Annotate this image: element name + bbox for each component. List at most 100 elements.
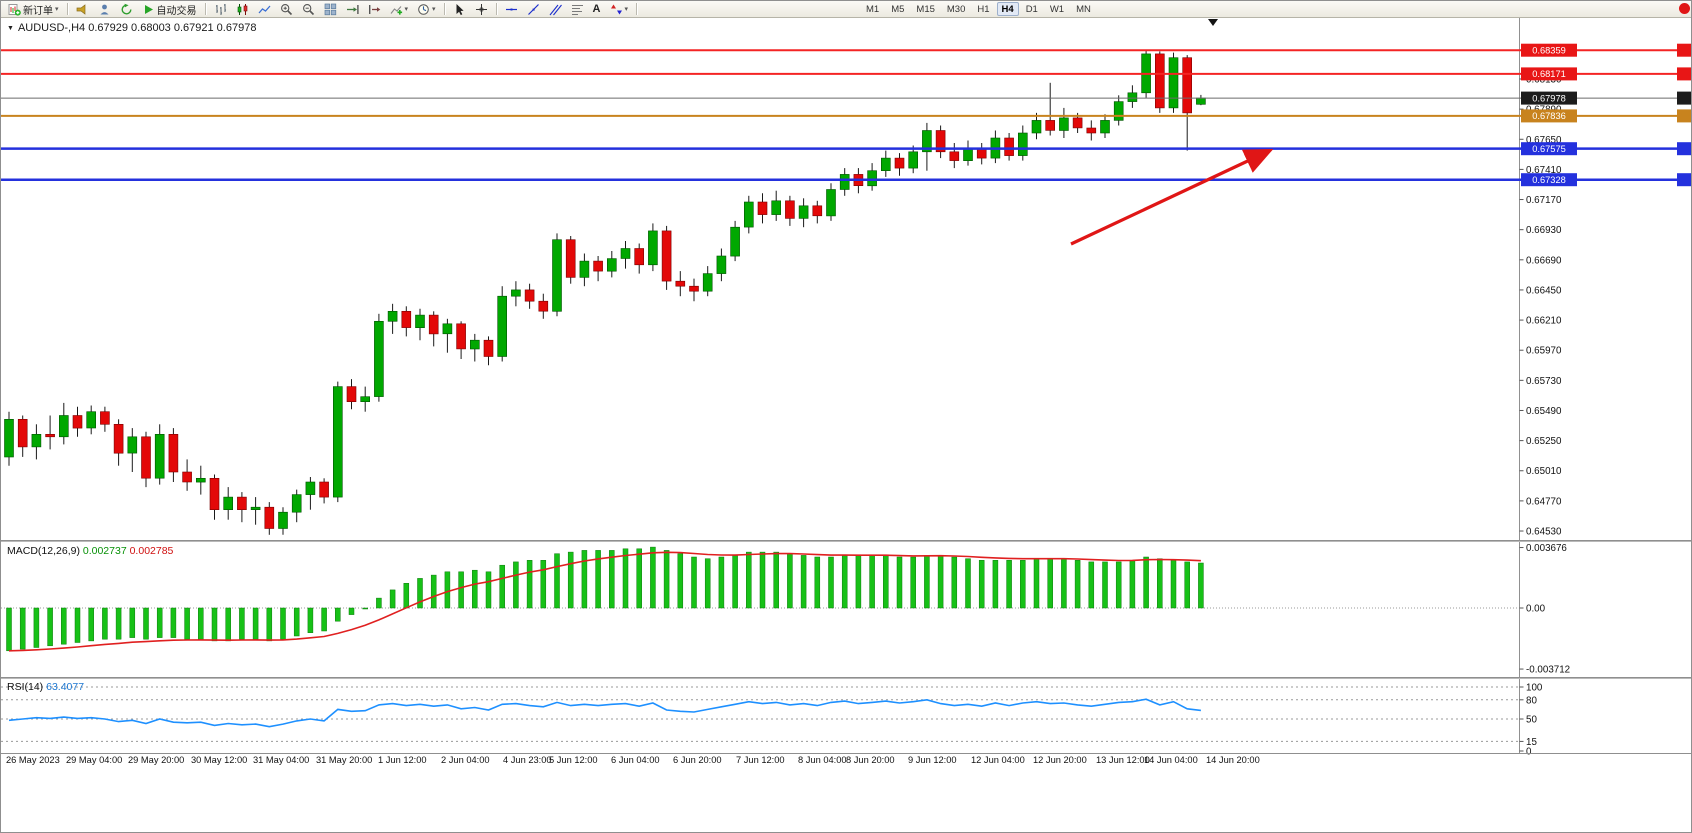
crosshair-tool-button[interactable] <box>471 2 492 17</box>
periods-button[interactable]: ▾ <box>413 2 440 17</box>
zoom-out-button[interactable] <box>298 2 319 17</box>
svg-text:0.67836: 0.67836 <box>1532 111 1566 121</box>
line-chart-mode-button[interactable] <box>254 2 275 17</box>
zoom-in-icon <box>280 3 292 15</box>
time-label: 14 Jun 04:00 <box>1144 755 1198 765</box>
candlestick-chart: 0.681300.678900.676500.674100.671700.669… <box>1 18 1691 540</box>
panel-splitter[interactable] <box>1 540 1691 542</box>
toolbar-separator <box>636 3 638 15</box>
time-label: 5 Jun 12:00 <box>549 755 598 765</box>
toolbar-separator <box>443 3 445 15</box>
auto-scroll-icon <box>346 4 359 14</box>
bar-chart-mode-button[interactable] <box>210 2 231 17</box>
new-order-button[interactable]: 新订单 ▾ <box>4 2 63 17</box>
time-label: 6 Jun 04:00 <box>611 755 660 765</box>
time-label: 9 Jun 12:00 <box>908 755 957 765</box>
channel-tool-button[interactable] <box>545 2 566 17</box>
time-label: 12 Jun 04:00 <box>971 755 1025 765</box>
new-order-icon <box>8 3 21 16</box>
svg-text:0.00: 0.00 <box>1526 604 1546 615</box>
svg-text:0.66450: 0.66450 <box>1526 285 1562 296</box>
chevron-down-icon: ▾ <box>432 5 436 13</box>
fibonacci-tool-button[interactable] <box>567 2 588 17</box>
chart-caption: ▼ AUDUSD-,H4 0.67929 0.68003 0.67921 0.6… <box>7 22 256 34</box>
window-menu-icon: ▼ <box>7 24 14 32</box>
text-tool-button[interactable]: A <box>589 2 605 17</box>
rsi-label: RSI(14) 63.4077 <box>7 681 84 693</box>
chart-title: AUDUSD-,H4 0.67929 0.68003 0.67921 0.679… <box>17 22 257 34</box>
svg-text:0.68171: 0.68171 <box>1532 69 1566 79</box>
toolbar-separator <box>66 3 68 15</box>
zoom-out-icon <box>302 3 314 15</box>
svg-text:0.68359: 0.68359 <box>1532 46 1566 56</box>
time-label: 8 Jun 20:00 <box>846 755 895 765</box>
time-label: 6 Jun 20:00 <box>673 755 722 765</box>
timeframe-m1-button[interactable]: M1 <box>866 3 880 15</box>
play-icon <box>144 4 153 14</box>
chart-shift-icon <box>368 4 380 14</box>
macd-name: MACD(12,26,9) <box>7 545 80 557</box>
macd-main-value: 0.002737 <box>82 545 127 557</box>
time-label: 29 May 04:00 <box>66 755 123 765</box>
svg-text:0.67978: 0.67978 <box>1532 93 1566 103</box>
profile-icon <box>100 4 109 14</box>
svg-text:0.67328: 0.67328 <box>1532 175 1566 185</box>
trendline-icon <box>527 3 539 15</box>
time-label: 26 May 2023 <box>6 755 60 765</box>
bar-chart-icon <box>215 3 226 15</box>
svg-text:80: 80 <box>1526 695 1537 706</box>
channel-icon <box>549 4 562 15</box>
candlestick-icon <box>237 3 247 15</box>
hline-tool-button[interactable] <box>501 2 522 17</box>
timeframe-m30-button[interactable]: M30 <box>946 3 966 15</box>
auto-scroll-button[interactable] <box>342 2 363 17</box>
timeframe-w1-button[interactable]: W1 <box>1049 3 1065 15</box>
notification-dot[interactable] <box>1679 3 1690 14</box>
svg-text:0.67650: 0.67650 <box>1526 135 1562 146</box>
refresh-button[interactable] <box>116 2 137 17</box>
time-axis-border <box>1 753 1691 754</box>
cursor-tool-button[interactable] <box>449 2 470 17</box>
timeframe-m15-button[interactable]: M15 <box>916 3 935 15</box>
indicators-button[interactable]: ▾ <box>386 2 413 17</box>
time-label: 12 Jun 20:00 <box>1033 755 1087 765</box>
time-label: 29 May 20:00 <box>128 755 185 765</box>
time-axis[interactable]: 26 May 2023 29 May 04:00 29 May 20:00 30 Ma… <box>1 754 1691 769</box>
chevron-down-icon: ▾ <box>404 5 409 13</box>
arrows-tool-button[interactable]: ▾ <box>606 2 633 17</box>
trendline-tool-button[interactable] <box>523 2 544 17</box>
timeframe-m5-button[interactable]: M5 <box>891 3 905 15</box>
rsi-value: 63.4077 <box>46 681 85 693</box>
arrows-shapes-icon <box>610 4 622 14</box>
time-label: 14 Jun 20:00 <box>1206 755 1260 765</box>
svg-text:0: 0 <box>1526 747 1532 758</box>
time-label: 4 Jun 23:00 <box>503 755 552 765</box>
panel-splitter[interactable] <box>1 677 1691 679</box>
chevron-down-icon: ▾ <box>624 5 629 13</box>
line-chart-icon <box>258 5 270 13</box>
timeframe-h1-button[interactable]: H1 <box>977 3 990 15</box>
main-toolbar: 新订单 ▾ 自动交易 <box>1 1 1691 18</box>
zoom-in-button[interactable] <box>276 2 297 17</box>
horn-icon <box>76 3 85 15</box>
alerts-button[interactable] <box>72 2 93 17</box>
svg-text:0.64530: 0.64530 <box>1526 527 1562 538</box>
autotrade-button[interactable]: 自动交易 <box>138 2 201 17</box>
down-triangle-marker <box>1208 19 1218 26</box>
timeframe-d1-button[interactable]: D1 <box>1025 3 1038 15</box>
tile-windows-button[interactable] <box>320 2 341 17</box>
candlestick-mode-button[interactable] <box>232 2 253 17</box>
timeframe-mn-button[interactable]: MN <box>1076 3 1091 15</box>
timeframe-h4-button[interactable]: H4 <box>996 2 1019 16</box>
price-axis[interactable] <box>1519 18 1579 753</box>
svg-text:0.67410: 0.67410 <box>1526 165 1562 176</box>
clock-icon <box>418 3 429 15</box>
svg-text:0.66930: 0.66930 <box>1526 225 1562 236</box>
profiles-button[interactable] <box>94 2 115 17</box>
time-label: 2 Jun 04:00 <box>441 755 490 765</box>
time-label: 7 Jun 12:00 <box>736 755 785 765</box>
tile-windows-icon <box>324 3 336 15</box>
chart-shift-button[interactable] <box>364 2 385 17</box>
svg-text:50: 50 <box>1526 715 1537 726</box>
